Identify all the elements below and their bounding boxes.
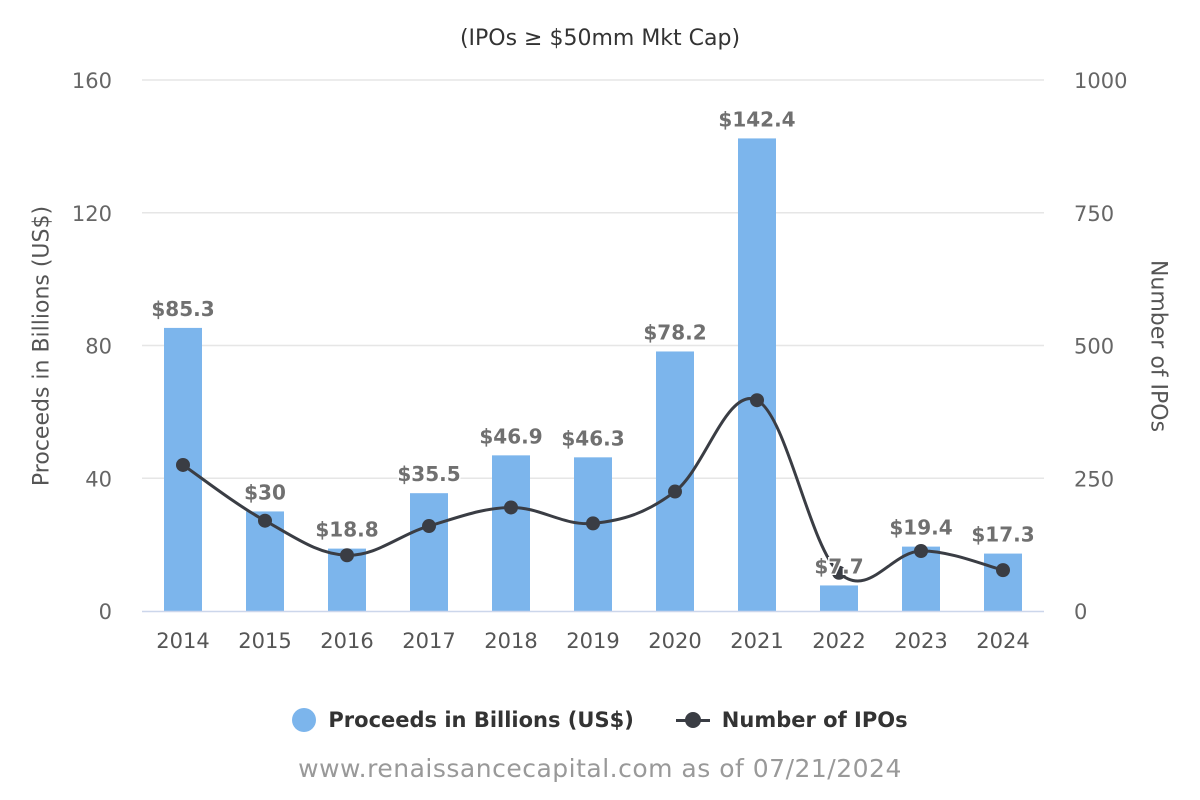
- y-axis-title-left: Proceeds in Billions (US$): [29, 205, 55, 487]
- ipo-point-2014: [176, 457, 190, 472]
- ipo-point-2016: [340, 548, 354, 563]
- x-tick-label: 2017: [402, 629, 455, 653]
- bar-2019: [574, 457, 612, 611]
- bar-data-label: $19.4: [889, 516, 952, 540]
- y-tick-label-right: 500: [1074, 335, 1114, 359]
- y-tick-label-left: 40: [85, 467, 112, 491]
- legend: Proceeds in Billions (US$) Number of IPO…: [0, 708, 1200, 732]
- bar-data-label: $17.3: [971, 523, 1034, 547]
- y-tick-label-left: 120: [72, 202, 112, 226]
- legend-label-ipos: Number of IPOs: [721, 708, 908, 732]
- bar-data-label: $46.3: [561, 426, 624, 450]
- bar-data-label: $46.9: [479, 424, 542, 448]
- bar-data-label: $7.7: [814, 554, 863, 578]
- legend-bar-swatch-icon: [292, 708, 317, 732]
- ipo-point-2017: [422, 519, 436, 534]
- legend-line-marker-icon: [675, 708, 710, 732]
- x-tick-label: 2019: [566, 629, 619, 653]
- y-tick-label-left: 160: [72, 69, 112, 93]
- x-tick-label: 2024: [976, 629, 1029, 653]
- ipo-point-2023: [914, 543, 928, 558]
- y-tick-label-right: 0: [1074, 600, 1087, 624]
- y-axis-title-right: Number of IPOs: [1145, 259, 1171, 433]
- legend-item-proceeds[interactable]: Proceeds in Billions (US$): [292, 708, 634, 732]
- x-tick-label: 2020: [648, 629, 701, 653]
- y-tick-label-right: 1000: [1074, 69, 1127, 93]
- bar-2022: [820, 585, 858, 611]
- x-tick-label: 2021: [730, 629, 783, 653]
- ipo-point-2015: [258, 513, 272, 528]
- y-tick-label-right: 750: [1074, 202, 1114, 226]
- ipo-point-2019: [586, 516, 600, 531]
- ipo-count-line: [182, 397, 1004, 583]
- bar-2024: [984, 553, 1022, 611]
- ipo-point-2020: [668, 484, 682, 499]
- bar-data-label: $85.3: [151, 297, 214, 321]
- legend-item-ipos[interactable]: Number of IPOs: [675, 708, 908, 732]
- bar-data-label: $30: [244, 480, 286, 504]
- x-tick-label: 2018: [484, 629, 537, 653]
- x-tick-label: 2022: [812, 629, 865, 653]
- ipo-point-2024: [996, 563, 1010, 578]
- bar-2021: [738, 138, 776, 611]
- legend-label-proceeds: Proceeds in Billions (US$): [328, 708, 634, 732]
- x-tick-label: 2023: [894, 629, 947, 653]
- x-tick-label: 2015: [238, 629, 291, 653]
- y-tick-label-left: 80: [85, 335, 112, 359]
- bar-data-label: $142.4: [718, 107, 795, 131]
- bar-2017: [410, 493, 448, 611]
- x-tick-label: 2014: [156, 629, 209, 653]
- bar-2020: [656, 351, 694, 611]
- y-tick-label-left: 0: [99, 600, 112, 624]
- y-tick-label-right: 250: [1074, 467, 1114, 491]
- bar-data-label: $35.5: [397, 462, 460, 486]
- credit-text: www.renaissancecapital.com as of 07/21/2…: [298, 754, 902, 783]
- chart-subtitle: (IPOs ≥ $50mm Mkt Cap): [459, 26, 741, 51]
- bar-data-label: $18.8: [315, 518, 378, 542]
- ipo-point-2022: [832, 565, 846, 580]
- ipo-point-2018: [504, 500, 518, 515]
- bar-2018: [492, 455, 530, 611]
- ipo-point-2021: [750, 393, 764, 408]
- bar-data-label: $78.2: [643, 320, 706, 344]
- x-tick-label: 2016: [320, 629, 373, 653]
